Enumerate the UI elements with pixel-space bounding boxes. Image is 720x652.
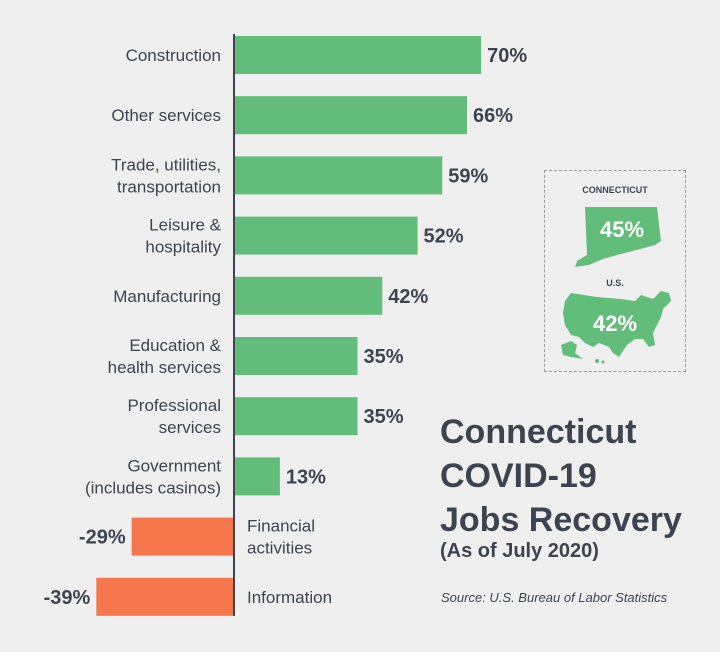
value-label: 35%: [364, 406, 404, 428]
us-label: U.S.: [606, 278, 624, 288]
bar-positive: [234, 337, 358, 375]
category-label: Government (includes casinos): [85, 456, 221, 497]
category-label: Other services: [111, 106, 221, 125]
title-line-2: COVID-19: [440, 457, 597, 495]
bar-negative: [96, 577, 234, 616]
category-label: Manufacturing: [113, 287, 221, 306]
chart-subtitle: (As of July 2020): [440, 540, 599, 562]
category-label: Leisure & hospitality: [145, 216, 221, 257]
value-label: 35%: [364, 346, 404, 368]
us-value: 42%: [593, 311, 638, 336]
value-label: 59%: [448, 165, 488, 187]
category-label: Construction: [126, 46, 221, 65]
us-map-icon: [561, 291, 671, 364]
category-label: Financial activities: [247, 517, 315, 558]
category-label: Education & health services: [108, 336, 222, 377]
connecticut-value: 45%: [600, 217, 645, 242]
title-line-1: Connecticut: [440, 413, 637, 451]
bar-positive: [234, 36, 482, 74]
value-label: 42%: [388, 286, 428, 308]
bar-positive: [234, 276, 383, 315]
bar-positive: [234, 457, 280, 496]
map-inset: CONNECTICUT 45% U.S. 42%: [544, 170, 686, 372]
chart-title: Connecticut COVID-19 Jobs Recovery: [440, 410, 710, 542]
connecticut-map-icon: [575, 207, 661, 267]
value-label: 52%: [424, 226, 464, 248]
value-label: 66%: [473, 105, 513, 127]
connecticut-label: CONNECTICUT: [582, 185, 648, 195]
value-label: -29%: [79, 527, 126, 549]
value-label: 13%: [286, 466, 326, 488]
category-label: Information: [247, 588, 332, 607]
bar-positive: [234, 397, 358, 436]
bar-positive: [234, 156, 443, 195]
bar-negative: [131, 517, 234, 556]
value-label: 70%: [487, 45, 527, 67]
bar-positive: [234, 216, 418, 255]
category-label: Professional services: [127, 396, 221, 437]
source-note: Source: U.S. Bureau of Labor Statistics: [441, 590, 668, 605]
title-line-3: Jobs Recovery: [440, 501, 682, 539]
category-label: Trade, utilities, transportation: [111, 155, 221, 196]
bar-positive: [234, 96, 467, 135]
value-label: -39%: [44, 587, 91, 609]
